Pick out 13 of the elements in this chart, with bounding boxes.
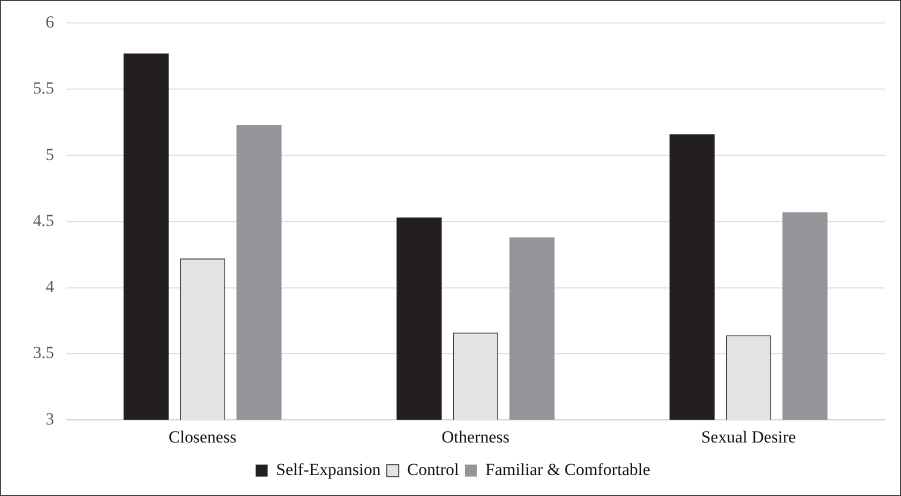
x-tick-label: Closeness xyxy=(168,427,236,446)
y-tick-label: 5.5 xyxy=(32,78,54,98)
legend-label: Control xyxy=(407,460,460,480)
y-tick-label: 4 xyxy=(46,277,55,296)
x-tick-label: Otherness xyxy=(442,427,510,446)
legend-label: Self-Expansion xyxy=(276,460,382,480)
y-tick-label: 3 xyxy=(46,409,54,428)
y-tick-label: 3.5 xyxy=(32,343,54,362)
y-tick-label: 6 xyxy=(46,12,54,32)
x-tick-label: Sexual Desire xyxy=(701,427,796,446)
legend-label: Familiar & Comfortable xyxy=(485,460,650,480)
y-tick-label: 4.5 xyxy=(32,210,54,230)
y-tick-label: 5 xyxy=(46,144,54,164)
